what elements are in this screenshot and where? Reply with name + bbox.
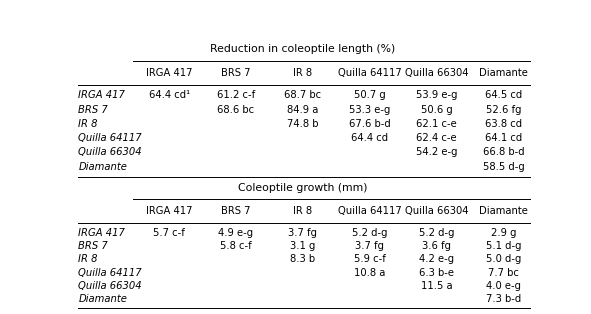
Text: 54.2 e-g: 54.2 e-g: [416, 147, 457, 157]
Text: IRGA 417: IRGA 417: [146, 68, 193, 78]
Text: Diamante: Diamante: [479, 206, 528, 216]
Text: IRGA 417: IRGA 417: [79, 90, 125, 100]
Text: 63.8 cd: 63.8 cd: [485, 119, 522, 129]
Text: 4.0 e-g: 4.0 e-g: [486, 281, 521, 291]
Text: BRS 7: BRS 7: [221, 206, 251, 216]
Text: 5.9 c-f: 5.9 c-f: [354, 254, 386, 264]
Text: Quilla 64117: Quilla 64117: [79, 133, 142, 143]
Text: Diamante: Diamante: [479, 68, 528, 78]
Text: 3.7 fg: 3.7 fg: [355, 241, 384, 251]
Text: 50.6 g: 50.6 g: [421, 105, 453, 115]
Text: 68.7 bc: 68.7 bc: [284, 90, 322, 100]
Text: 62.4 c-e: 62.4 c-e: [416, 133, 457, 143]
Text: BRS 7: BRS 7: [79, 241, 108, 251]
Text: IRGA 417: IRGA 417: [79, 228, 125, 238]
Text: Diamante: Diamante: [79, 161, 127, 171]
Text: 50.7 g: 50.7 g: [354, 90, 386, 100]
Text: Quilla 64117: Quilla 64117: [79, 268, 142, 278]
Text: 7.7 bc: 7.7 bc: [488, 268, 519, 278]
Text: 4.2 e-g: 4.2 e-g: [419, 254, 454, 264]
Text: 64.4 cd: 64.4 cd: [351, 133, 388, 143]
Text: 61.2 c-f: 61.2 c-f: [217, 90, 255, 100]
Text: IR 8: IR 8: [79, 254, 98, 264]
Text: Reduction in coleoptile length (%): Reduction in coleoptile length (%): [210, 44, 395, 54]
Text: 5.0 d-g: 5.0 d-g: [486, 254, 521, 264]
Text: 3.6 fg: 3.6 fg: [422, 241, 451, 251]
Text: IR 8: IR 8: [293, 68, 313, 78]
Text: IR 8: IR 8: [79, 119, 98, 129]
Text: Quilla 66304: Quilla 66304: [405, 206, 469, 216]
Text: 10.8 a: 10.8 a: [354, 268, 385, 278]
Text: 8.3 b: 8.3 b: [290, 254, 316, 264]
Text: 7.3 b-d: 7.3 b-d: [486, 294, 521, 304]
Text: IRGA 417: IRGA 417: [146, 206, 193, 216]
Text: 5.8 c-f: 5.8 c-f: [220, 241, 252, 251]
Text: Quilla 64117: Quilla 64117: [338, 206, 402, 216]
Text: 3.7 fg: 3.7 fg: [288, 228, 317, 238]
Text: 58.5 d-g: 58.5 d-g: [483, 161, 524, 171]
Text: Quilla 64117: Quilla 64117: [338, 68, 402, 78]
Text: 5.7 c-f: 5.7 c-f: [153, 228, 185, 238]
Text: 64.5 cd: 64.5 cd: [485, 90, 522, 100]
Text: IR 8: IR 8: [293, 206, 313, 216]
Text: Quilla 66304: Quilla 66304: [79, 147, 142, 157]
Text: 53.9 e-g: 53.9 e-g: [416, 90, 457, 100]
Text: Quilla 66304: Quilla 66304: [79, 281, 142, 291]
Text: Diamante: Diamante: [79, 294, 127, 304]
Text: 2.9 g: 2.9 g: [491, 228, 517, 238]
Text: BRS 7: BRS 7: [79, 105, 108, 115]
Text: 4.9 e-g: 4.9 e-g: [219, 228, 254, 238]
Text: BRS 7: BRS 7: [221, 68, 251, 78]
Text: 84.9 a: 84.9 a: [287, 105, 319, 115]
Text: 11.5 a: 11.5 a: [421, 281, 453, 291]
Text: 68.6 bc: 68.6 bc: [217, 105, 255, 115]
Text: 3.1 g: 3.1 g: [290, 241, 316, 251]
Text: 66.8 b-d: 66.8 b-d: [483, 147, 524, 157]
Text: 52.6 fg: 52.6 fg: [486, 105, 521, 115]
Text: Quilla 66304: Quilla 66304: [405, 68, 469, 78]
Text: 5.1 d-g: 5.1 d-g: [486, 241, 521, 251]
Text: 67.6 b-d: 67.6 b-d: [349, 119, 391, 129]
Text: Coleoptile growth (mm): Coleoptile growth (mm): [238, 183, 368, 193]
Text: 64.4 cd¹: 64.4 cd¹: [148, 90, 190, 100]
Text: 53.3 e-g: 53.3 e-g: [349, 105, 391, 115]
Text: 74.8 b: 74.8 b: [287, 119, 319, 129]
Text: 5.2 d-g: 5.2 d-g: [419, 228, 454, 238]
Text: 5.2 d-g: 5.2 d-g: [352, 228, 388, 238]
Text: 62.1 c-e: 62.1 c-e: [416, 119, 457, 129]
Text: 6.3 b-e: 6.3 b-e: [419, 268, 454, 278]
Text: 64.1 cd: 64.1 cd: [485, 133, 522, 143]
